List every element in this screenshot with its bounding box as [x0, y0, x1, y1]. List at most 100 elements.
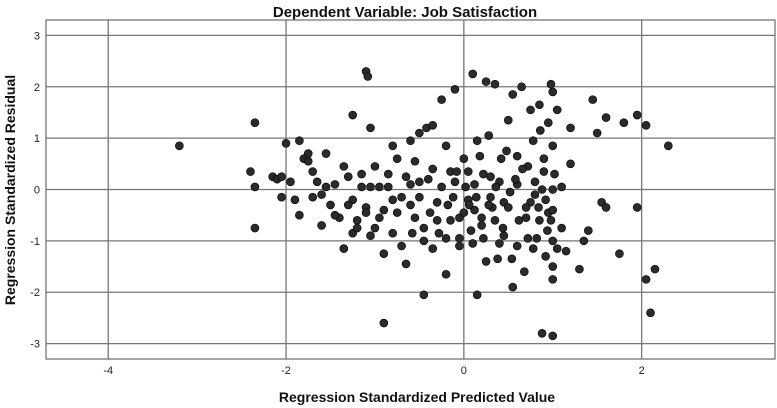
data-point — [479, 169, 488, 179]
data-point — [339, 244, 349, 253]
data-point — [379, 249, 389, 259]
data-point — [388, 195, 398, 205]
data-point — [383, 182, 393, 192]
data-point — [419, 236, 429, 246]
data-point — [511, 174, 520, 184]
data-point — [552, 244, 562, 253]
data-point — [505, 187, 515, 197]
data-point — [632, 203, 642, 212]
data-point — [535, 216, 544, 225]
data-point — [537, 329, 547, 338]
x-axis-label: Regression Standardized Predicted Value — [279, 389, 555, 405]
data-point — [452, 167, 462, 176]
data-point — [470, 205, 479, 215]
data-point — [392, 208, 402, 217]
y-tick-label: -2 — [30, 287, 40, 299]
data-point — [484, 200, 494, 210]
data-point — [526, 105, 535, 115]
gridlines — [46, 20, 775, 359]
data-point — [468, 239, 478, 248]
data-point — [397, 192, 406, 202]
data-point — [566, 123, 575, 133]
data-point — [343, 172, 353, 181]
data-point — [491, 182, 501, 192]
data-point — [534, 203, 543, 212]
data-point — [530, 190, 540, 199]
data-point — [286, 177, 295, 187]
data-point — [484, 131, 494, 140]
data-point — [330, 180, 340, 189]
data-point — [459, 208, 469, 217]
y-tick-label: -3 — [30, 339, 40, 351]
data-point — [475, 151, 485, 161]
data-point — [566, 159, 575, 169]
data-point — [407, 228, 417, 238]
data-point — [548, 141, 558, 151]
data-point — [463, 167, 473, 176]
data-point — [419, 223, 429, 233]
data-point — [575, 264, 584, 274]
data-point — [388, 141, 398, 151]
data-point — [392, 154, 402, 163]
data-point — [366, 123, 375, 133]
data-point — [517, 82, 526, 92]
data-point — [388, 228, 398, 238]
data-point — [548, 262, 558, 271]
data-point — [537, 185, 547, 194]
data-point — [548, 236, 558, 246]
data-point — [348, 110, 358, 120]
data-point — [250, 223, 260, 233]
data-point — [308, 167, 318, 176]
y-tick-label: 0 — [34, 185, 40, 197]
x-tick-label: 0 — [461, 365, 467, 377]
data-point — [584, 226, 593, 235]
data-point — [321, 182, 331, 192]
data-point — [432, 216, 442, 225]
data-point — [486, 172, 495, 181]
data-point — [397, 241, 406, 251]
data-point — [419, 290, 429, 300]
data-point — [459, 154, 469, 163]
data-point — [496, 154, 506, 163]
data-point — [423, 174, 433, 184]
data-point — [519, 267, 529, 276]
data-point — [441, 141, 451, 151]
data-point — [428, 244, 438, 253]
data-point — [250, 118, 260, 128]
y-tick-label: 3 — [34, 30, 40, 42]
data-point — [477, 213, 486, 223]
data-point — [343, 200, 353, 210]
data-point — [518, 164, 527, 174]
data-point — [550, 169, 559, 179]
data-point — [646, 308, 655, 318]
y-tick-label: 1 — [34, 133, 40, 145]
data-point — [502, 146, 511, 156]
data-point — [481, 257, 491, 266]
data-point — [579, 236, 589, 246]
data-point — [448, 192, 458, 202]
y-tick-label: -1 — [30, 236, 40, 248]
data-point — [366, 231, 375, 241]
data-point — [471, 192, 481, 202]
data-point — [450, 85, 460, 94]
data-point — [370, 162, 380, 171]
data-point — [548, 205, 558, 215]
data-point — [428, 120, 438, 130]
data-point — [250, 182, 260, 192]
data-point — [401, 172, 411, 181]
data-point — [317, 221, 326, 230]
data-point — [546, 79, 556, 89]
data-point — [295, 136, 304, 146]
data-point — [410, 213, 420, 223]
data-point — [588, 95, 598, 104]
data-point — [375, 213, 384, 223]
data-point — [470, 180, 479, 189]
data-point — [383, 169, 393, 179]
data-point — [557, 223, 566, 233]
data-point — [539, 154, 549, 163]
data-point — [450, 177, 460, 187]
data-point — [303, 149, 313, 158]
data-point — [277, 192, 286, 202]
data-point — [308, 192, 318, 202]
data-point — [641, 120, 651, 130]
